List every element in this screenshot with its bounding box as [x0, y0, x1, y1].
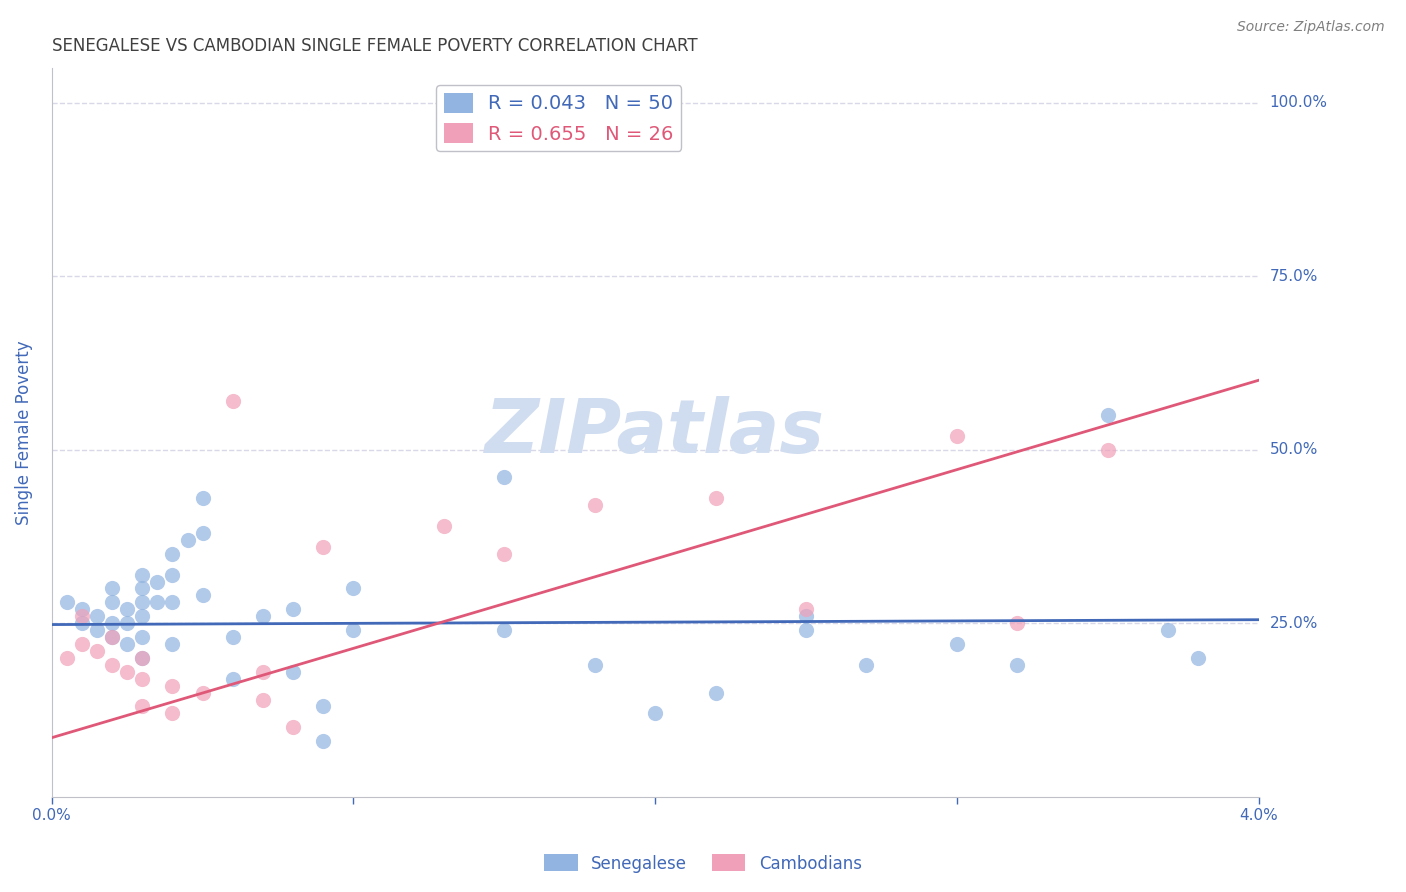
Legend: Senegalese, Cambodians: Senegalese, Cambodians [537, 847, 869, 880]
Point [131, 609, 153, 624]
Point [252, 609, 274, 624]
Point [162, 595, 184, 609]
Point [101, 630, 124, 644]
Point [101, 582, 124, 596]
Text: 25.0%: 25.0% [1270, 615, 1317, 631]
Legend: R = 0.043   N = 50, R = 0.655   N = 26: R = 0.043 N = 50, R = 0.655 N = 26 [436, 85, 682, 152]
Point [162, 547, 184, 561]
Point [252, 665, 274, 679]
Point [101, 616, 124, 631]
Point [162, 706, 184, 721]
Point [115, 665, 138, 679]
Point [131, 651, 153, 665]
Point [433, 519, 456, 533]
Point [222, 394, 245, 409]
Point [794, 602, 817, 616]
Point [101, 630, 124, 644]
Point [86, 623, 108, 637]
Point [1007, 616, 1029, 631]
Point [312, 699, 335, 714]
Point [342, 582, 364, 596]
Point [312, 734, 335, 748]
Point [115, 616, 138, 631]
Point [162, 567, 184, 582]
Point [281, 602, 304, 616]
Text: ZIPatlas: ZIPatlas [485, 396, 825, 469]
Point [86, 609, 108, 624]
Text: SENEGALESE VS CAMBODIAN SINGLE FEMALE POVERTY CORRELATION CHART: SENEGALESE VS CAMBODIAN SINGLE FEMALE PO… [52, 37, 697, 55]
Point [342, 623, 364, 637]
Point [162, 679, 184, 693]
Point [131, 651, 153, 665]
Point [56, 595, 79, 609]
Point [70, 602, 93, 616]
Point [191, 491, 214, 506]
Point [191, 589, 214, 603]
Point [855, 657, 877, 672]
Point [86, 644, 108, 658]
Point [946, 429, 969, 443]
Point [176, 533, 198, 547]
Point [644, 706, 666, 721]
Point [1097, 442, 1119, 457]
Point [704, 491, 727, 506]
Point [70, 609, 93, 624]
Point [946, 637, 969, 651]
Point [281, 665, 304, 679]
Point [131, 630, 153, 644]
Point [1187, 651, 1209, 665]
Point [131, 595, 153, 609]
Point [1007, 657, 1029, 672]
Point [222, 672, 245, 686]
Point [101, 657, 124, 672]
Point [252, 692, 274, 706]
Point [191, 685, 214, 699]
Text: 100.0%: 100.0% [1270, 95, 1327, 111]
Y-axis label: Single Female Poverty: Single Female Poverty [15, 340, 32, 524]
Point [131, 699, 153, 714]
Point [131, 672, 153, 686]
Point [312, 540, 335, 554]
Point [70, 637, 93, 651]
Point [56, 651, 79, 665]
Point [146, 595, 169, 609]
Point [70, 616, 93, 631]
Point [131, 567, 153, 582]
Point [704, 685, 727, 699]
Point [191, 525, 214, 540]
Point [146, 574, 169, 589]
Point [494, 470, 516, 484]
Point [101, 595, 124, 609]
Text: 50.0%: 50.0% [1270, 442, 1317, 458]
Text: 75.0%: 75.0% [1270, 268, 1317, 284]
Point [794, 623, 817, 637]
Point [115, 637, 138, 651]
Point [1097, 408, 1119, 422]
Point [583, 498, 606, 512]
Point [794, 609, 817, 624]
Point [583, 657, 606, 672]
Point [131, 582, 153, 596]
Point [1157, 623, 1180, 637]
Point [494, 623, 516, 637]
Point [494, 547, 516, 561]
Point [281, 720, 304, 734]
Point [222, 630, 245, 644]
Point [115, 602, 138, 616]
Text: Source: ZipAtlas.com: Source: ZipAtlas.com [1237, 20, 1385, 34]
Point [162, 637, 184, 651]
